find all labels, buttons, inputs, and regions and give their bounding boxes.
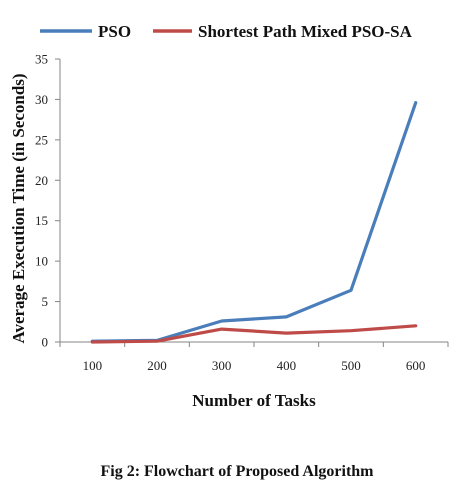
legend-label: PSO (98, 22, 131, 41)
y-tick-label: 5 (42, 294, 49, 309)
y-tick-labels: 0 5 10 15 20 25 30 35 (35, 52, 48, 350)
y-tick-label: 20 (35, 173, 48, 188)
line-chart: PSO Shortest Path Mixed PSO-SA 0 5 10 15 20 25… (9, 22, 449, 410)
x-tick-label: 400 (277, 358, 297, 373)
y-axis-title: Average Execution Time (in Seconds) (9, 73, 28, 343)
y-tick-label: 25 (35, 132, 48, 147)
x-tick-label: 200 (147, 358, 167, 373)
figure-caption: Fig 2: Flowchart of Proposed Algorithm (100, 463, 374, 480)
x-tick-label: 500 (341, 358, 361, 373)
x-tick-label: 600 (406, 358, 426, 373)
y-tick-label: 15 (35, 213, 48, 228)
x-axis-title: Number of Tasks (192, 391, 316, 410)
legend-label: Shortest Path Mixed PSO-SA (198, 22, 413, 41)
series-line-pso (90, 101, 418, 343)
y-tick-label: 10 (35, 254, 48, 269)
y-tick-label: 35 (35, 52, 48, 67)
y-tick-label: 0 (42, 335, 49, 350)
axes (55, 58, 449, 347)
x-tick-label: 100 (83, 358, 103, 373)
y-tick-label: 30 (35, 92, 48, 107)
x-tick-label: 300 (212, 358, 232, 373)
legend: PSO Shortest Path Mixed PSO-SA (40, 22, 413, 41)
x-tick-labels: 100 200 300 400 500 600 (83, 358, 426, 373)
series-lines (90, 101, 418, 344)
series-line-shortest-path-mixed-pso-sa (90, 324, 418, 344)
